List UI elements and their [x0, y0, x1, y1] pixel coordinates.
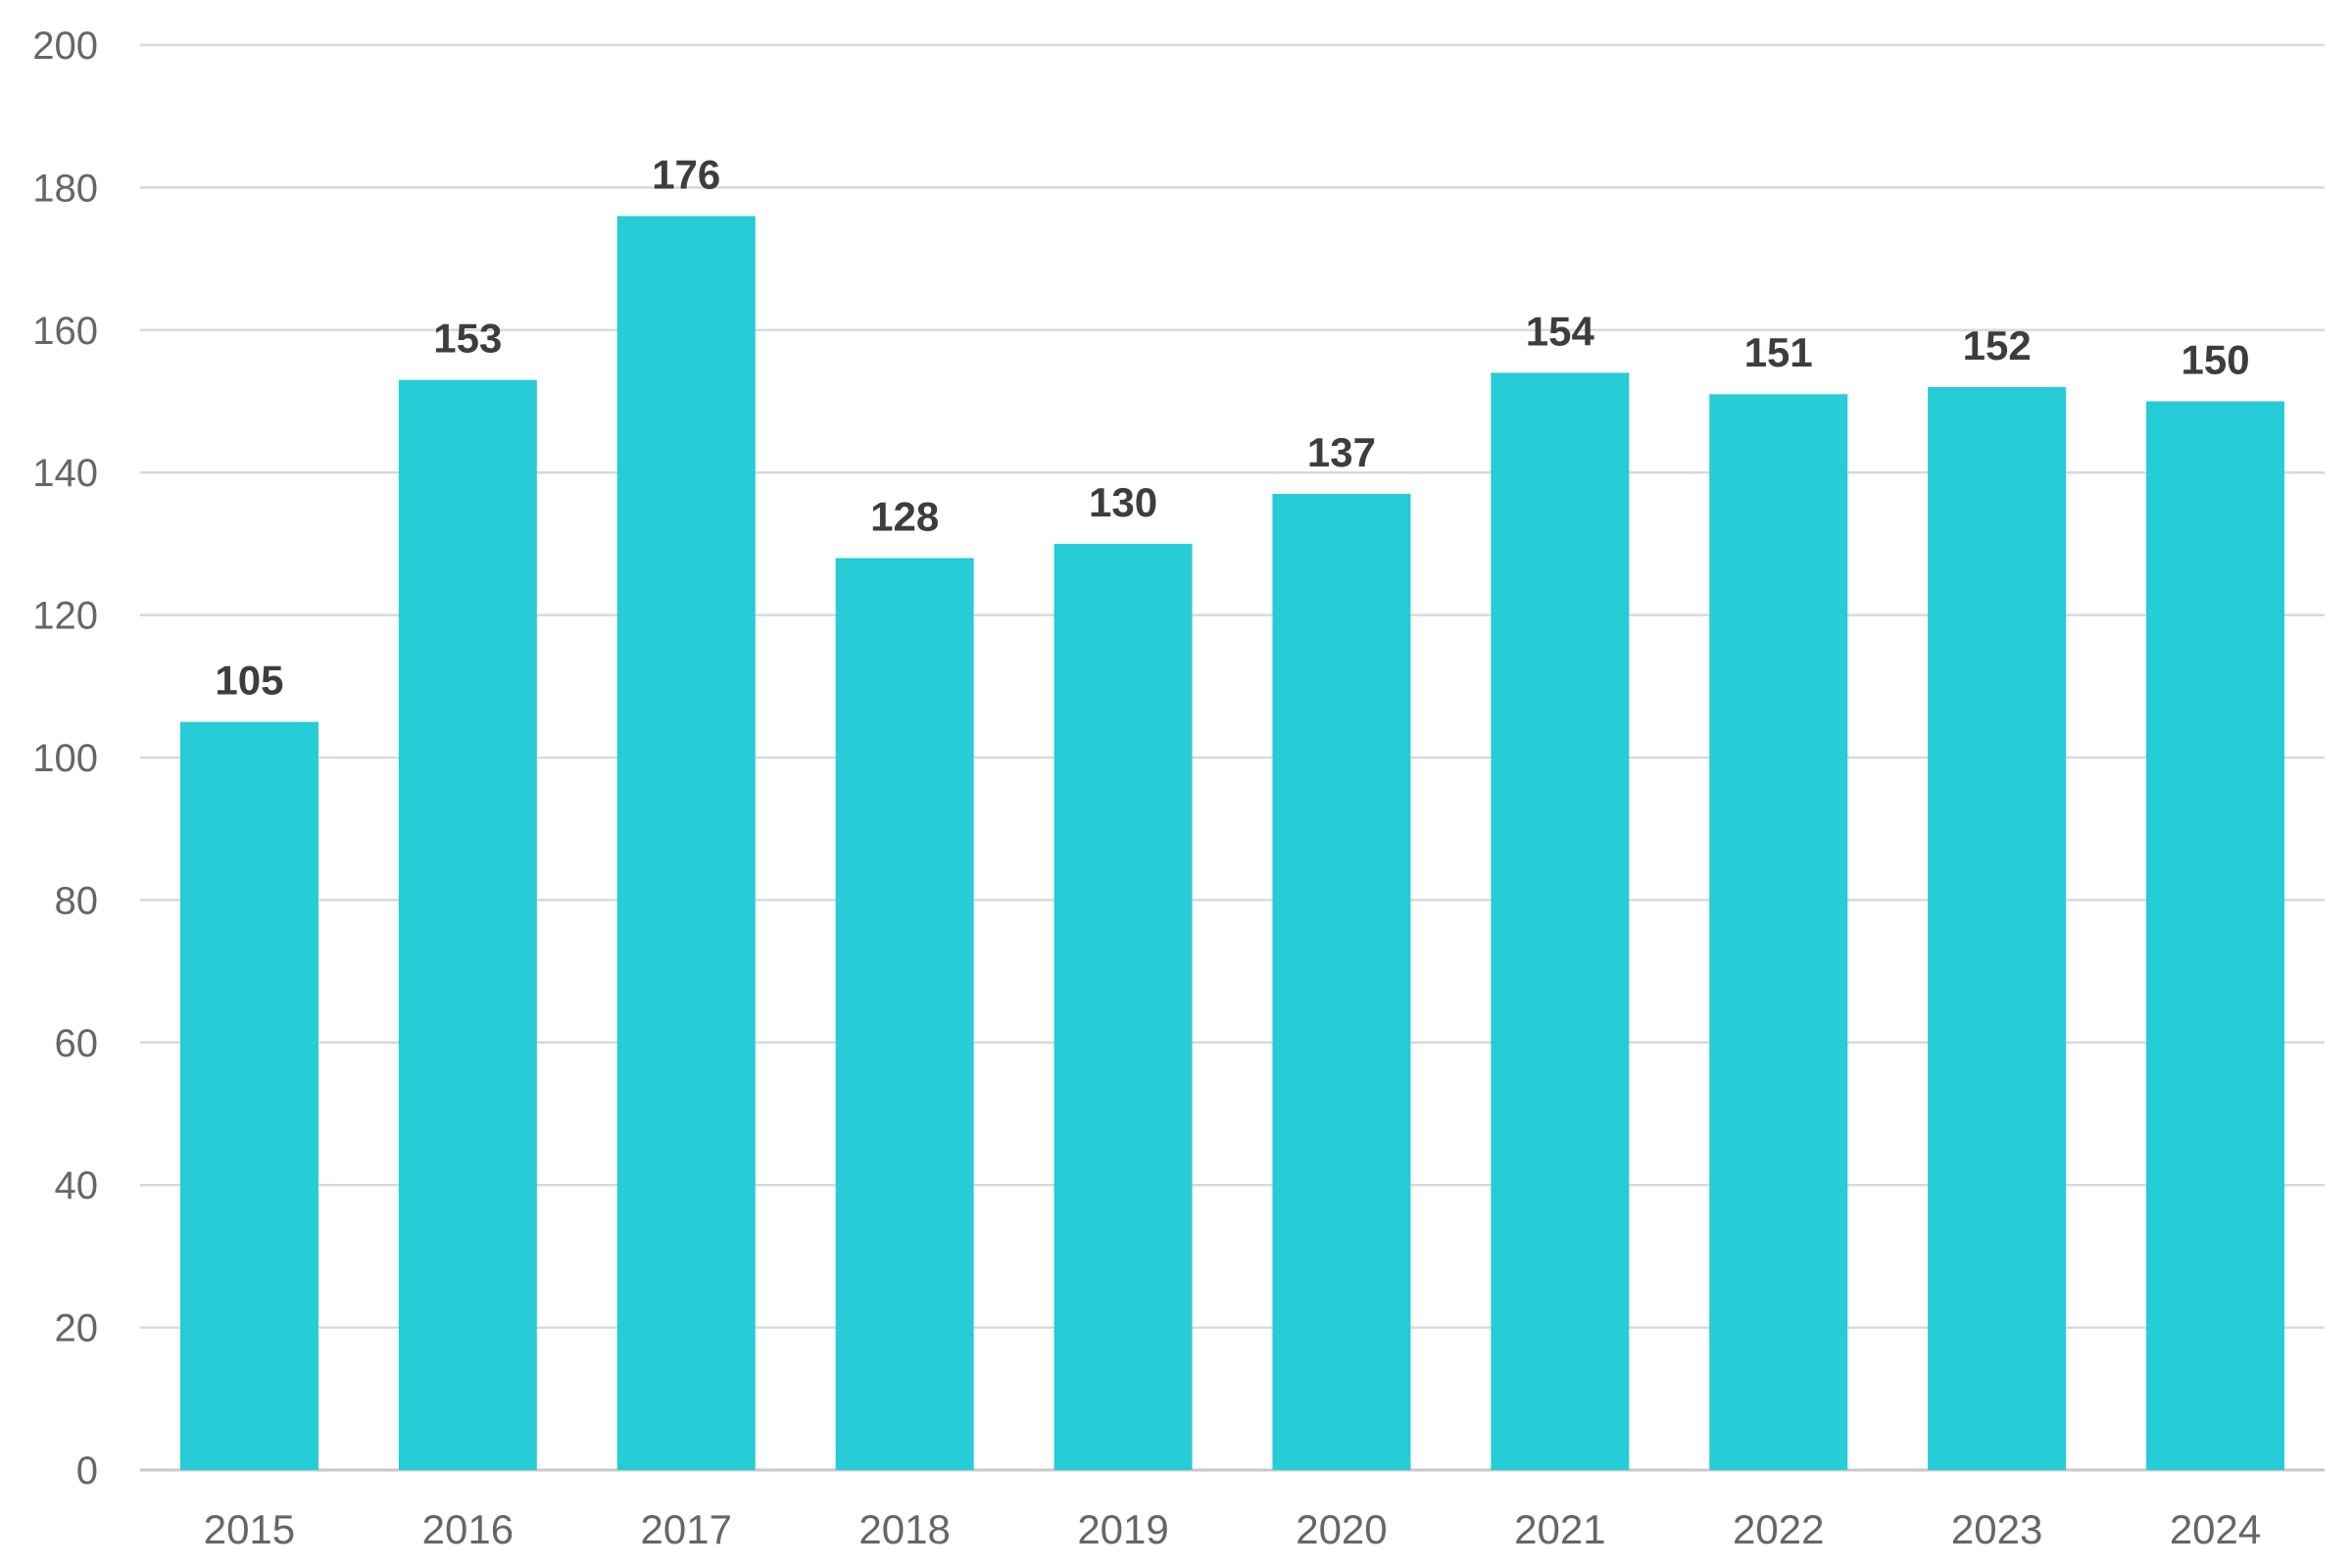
bar-2016 — [398, 379, 537, 1471]
bar-2023 — [1928, 386, 2067, 1471]
x-tick-label-2016: 2016 — [422, 1506, 514, 1552]
y-tick-label: 140 — [32, 452, 98, 495]
bar-2017 — [616, 216, 756, 1471]
x-tick-label-2024: 2024 — [2170, 1506, 2261, 1552]
y-tick-label: 200 — [32, 24, 98, 68]
bars — [179, 216, 2285, 1471]
data-label-2015: 105 — [215, 658, 283, 704]
bar-2018 — [835, 558, 974, 1470]
data-label-2017: 176 — [652, 151, 720, 197]
bar-2022 — [1709, 394, 1848, 1471]
y-tick-label: 160 — [32, 310, 98, 353]
data-label-2020: 137 — [1307, 429, 1376, 475]
y-tick-label: 20 — [55, 1307, 99, 1350]
data-label-2023: 152 — [1963, 322, 2032, 368]
y-axis: 0 20 40 60 80 100 120 140 160 180 200 — [32, 24, 98, 1493]
x-axis: 2015 2016 2017 2018 2019 2020 2021 2022 2023 2024 — [204, 1506, 2262, 1552]
y-tick-label: 60 — [55, 1022, 99, 1065]
y-tick-label: 40 — [55, 1164, 99, 1207]
x-tick-label-2018: 2018 — [858, 1506, 950, 1552]
data-labels: 105 153 176 128 130 137 154 151 152 150 — [215, 151, 2249, 703]
bar-2024 — [2146, 401, 2285, 1470]
data-label-2021: 154 — [1526, 308, 1595, 354]
data-label-2018: 128 — [870, 493, 939, 539]
x-tick-label-2021: 2021 — [1514, 1506, 1605, 1552]
x-tick-label-2019: 2019 — [1077, 1506, 1168, 1552]
bar-2020 — [1272, 494, 1411, 1470]
data-label-2019: 130 — [1089, 479, 1157, 525]
x-tick-label-2023: 2023 — [1951, 1506, 2042, 1552]
y-tick-label: 120 — [32, 595, 98, 638]
data-label-2024: 150 — [2181, 337, 2250, 383]
y-tick-label: 0 — [76, 1449, 98, 1493]
x-tick-label-2020: 2020 — [1296, 1506, 1387, 1552]
data-label-2016: 153 — [433, 316, 502, 362]
bar-2015 — [179, 721, 318, 1470]
data-label-2022: 151 — [1744, 329, 1813, 375]
x-tick-label-2022: 2022 — [1733, 1506, 1824, 1552]
bar-2021 — [1491, 372, 1630, 1470]
y-tick-label: 180 — [32, 167, 98, 210]
y-tick-label: 100 — [32, 737, 98, 780]
bar-2019 — [1054, 543, 1193, 1470]
x-tick-label-2017: 2017 — [641, 1506, 732, 1552]
x-tick-label-2015: 2015 — [204, 1506, 295, 1552]
y-tick-label: 80 — [55, 879, 99, 922]
